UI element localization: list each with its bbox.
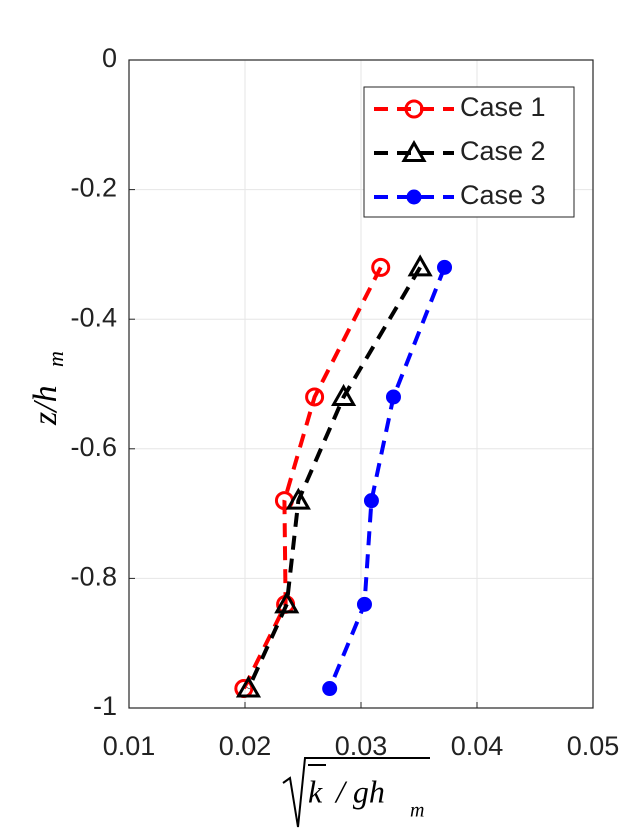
y-label-part: z/h bbox=[27, 385, 64, 426]
y-tick-label: -0.8 bbox=[70, 562, 117, 592]
y-tick-label: -0.4 bbox=[70, 302, 117, 332]
x-label-part: k bbox=[308, 773, 323, 809]
y-tick-label: 0 bbox=[102, 43, 117, 73]
marker bbox=[363, 493, 379, 509]
marker bbox=[285, 487, 311, 510]
x-tick-label: 0.04 bbox=[451, 731, 504, 761]
marker bbox=[407, 254, 433, 277]
series-line bbox=[327, 266, 447, 690]
x-tick-label: 0.01 bbox=[103, 731, 156, 761]
marker bbox=[305, 387, 325, 407]
y-tick-label: -0.2 bbox=[70, 173, 117, 203]
y-tick-label: -0.6 bbox=[70, 432, 117, 462]
marker bbox=[437, 259, 453, 275]
legend-label: Case 2 bbox=[460, 136, 546, 166]
y-axis-label: z/h m bbox=[27, 351, 68, 426]
x-label-part: / gh bbox=[334, 773, 385, 809]
y-tick-label: -1 bbox=[93, 691, 117, 721]
marker bbox=[322, 681, 338, 697]
y-label-subscript: m bbox=[43, 351, 68, 367]
marker bbox=[371, 257, 391, 277]
plot-frame bbox=[128, 59, 594, 709]
legend-label: Case 1 bbox=[460, 92, 546, 122]
legend-marker bbox=[406, 189, 422, 205]
x-label-subscript: m bbox=[410, 800, 424, 822]
marker bbox=[331, 383, 357, 406]
legend-label: Case 3 bbox=[460, 180, 546, 210]
radical bbox=[282, 757, 430, 828]
x-tick-label: 0.02 bbox=[219, 731, 272, 761]
marker bbox=[385, 389, 401, 405]
series-line bbox=[242, 266, 383, 690]
marker bbox=[356, 596, 372, 612]
x-tick-label: 0.03 bbox=[335, 731, 388, 761]
x-tick-label: 0.05 bbox=[567, 731, 620, 761]
legend-marker bbox=[404, 99, 424, 119]
x-axis-label: k / gh m bbox=[282, 757, 430, 828]
series-line bbox=[246, 266, 422, 690]
marker bbox=[274, 591, 300, 614]
marker bbox=[235, 675, 262, 698]
legend-marker bbox=[401, 139, 427, 162]
